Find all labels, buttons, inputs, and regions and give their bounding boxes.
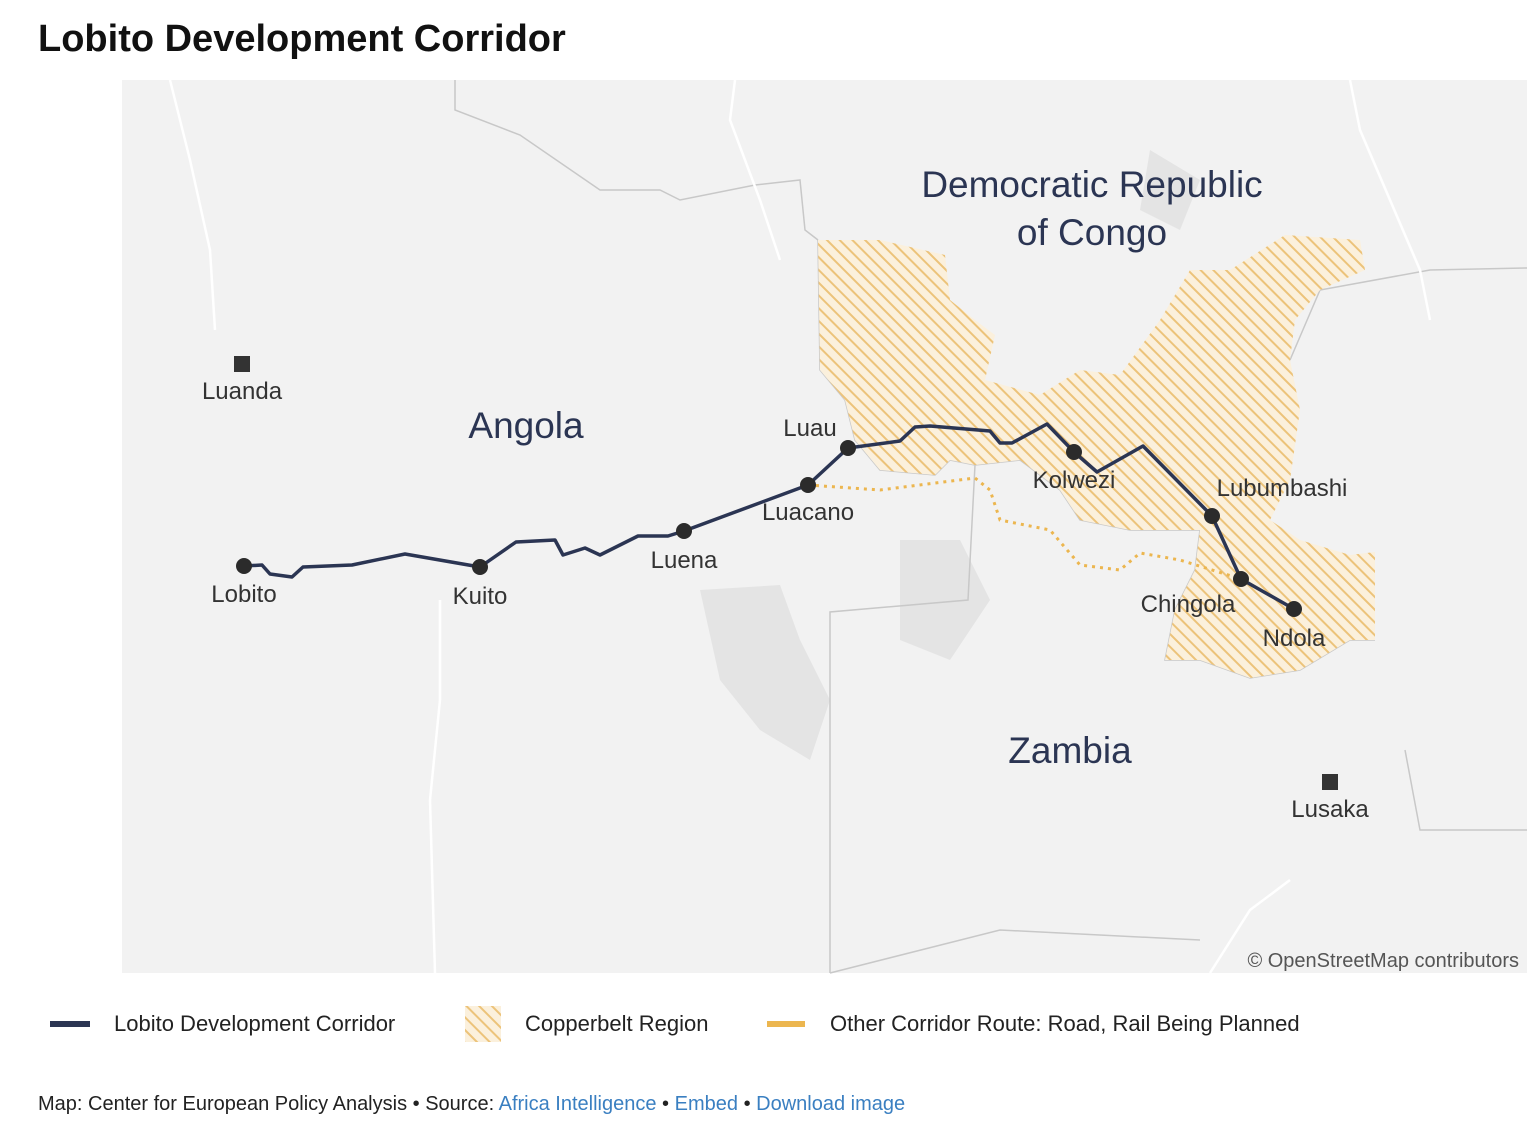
capital-marker bbox=[234, 356, 250, 372]
country-label: of Congo bbox=[1017, 212, 1167, 253]
capital-marker bbox=[1322, 774, 1338, 790]
station-label: Ndola bbox=[1263, 625, 1326, 652]
separator: • bbox=[412, 1093, 420, 1115]
station-dot bbox=[472, 559, 488, 575]
station-dot bbox=[840, 440, 856, 456]
station-dot bbox=[1286, 601, 1302, 617]
planned-route bbox=[807, 476, 1242, 581]
station-label: Chingola bbox=[1141, 591, 1236, 618]
station-dot bbox=[1066, 444, 1082, 460]
embed-link[interactable]: Embed bbox=[674, 1093, 738, 1115]
legend-item: Copperbelt Region bbox=[465, 1004, 708, 1044]
station-label: Luena bbox=[651, 547, 718, 574]
capital-label: Luanda bbox=[202, 378, 283, 405]
legend-swatch bbox=[50, 1021, 90, 1027]
legend-item: Other Corridor Route: Road, Rail Being P… bbox=[767, 1004, 1300, 1044]
station-dot bbox=[676, 523, 692, 539]
separator: • bbox=[662, 1093, 670, 1115]
station-label: Luau bbox=[783, 415, 836, 442]
footer: Map: Center for European Policy Analysis… bbox=[38, 1093, 905, 1116]
station-label: Kuito bbox=[453, 583, 508, 610]
source-label: Source: bbox=[425, 1093, 495, 1115]
capital-label: Lusaka bbox=[1291, 796, 1369, 823]
station-dot bbox=[1233, 571, 1249, 587]
map-background bbox=[122, 80, 1527, 973]
credit: Map: Center for European Policy Analysis bbox=[38, 1093, 408, 1115]
station-label: Lobito bbox=[211, 581, 276, 608]
attribution: © OpenStreetMap contributors bbox=[1247, 950, 1519, 972]
country-label: Angola bbox=[468, 405, 584, 446]
station-label: Lubumbashi bbox=[1217, 475, 1348, 502]
title: Lobito Development Corridor bbox=[38, 18, 566, 60]
legend: Lobito Development Corridor Copperbelt R… bbox=[0, 1004, 1536, 1044]
download-link[interactable]: Download image bbox=[756, 1093, 906, 1115]
station-dot bbox=[1204, 508, 1220, 524]
legend-label: Other Corridor Route: Road, Rail Being P… bbox=[830, 1011, 1300, 1036]
station-dot bbox=[236, 558, 252, 574]
terrain bbox=[700, 150, 1200, 760]
map: Lobito Kuito Luena Luacano Luau Kolwezi Lubumb… bbox=[122, 79, 1528, 974]
station-dot bbox=[800, 477, 816, 493]
legend-label: Copperbelt Region bbox=[525, 1011, 709, 1036]
legend-swatch bbox=[465, 1006, 501, 1042]
separator: • bbox=[743, 1093, 751, 1115]
source-link[interactable]: Africa Intelligence bbox=[498, 1093, 657, 1115]
legend-label: Lobito Development Corridor bbox=[114, 1011, 396, 1036]
country-label: Democratic Republic bbox=[921, 164, 1262, 205]
station-label: Luacano bbox=[762, 499, 854, 526]
country-label: Zambia bbox=[1008, 730, 1132, 771]
station-label: Kolwezi bbox=[1033, 467, 1116, 494]
legend-item: Lobito Development Corridor bbox=[50, 1004, 395, 1044]
rivers bbox=[168, 79, 1432, 974]
legend-swatch bbox=[767, 1021, 805, 1027]
